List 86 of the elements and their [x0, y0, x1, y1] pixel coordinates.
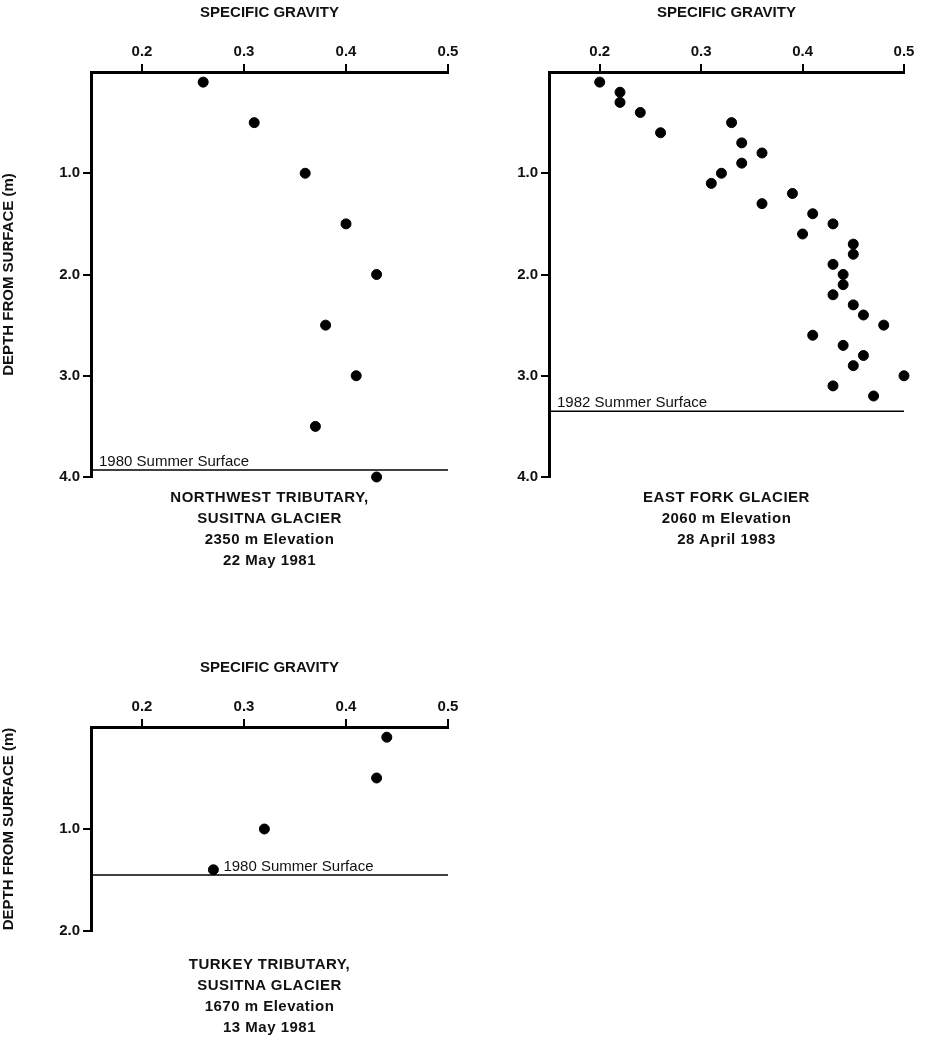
y-tick-label: 1.0 [517, 163, 538, 181]
y-tick-label: 2.0 [59, 921, 80, 939]
y-tick-label: 3.0 [517, 365, 538, 383]
point [898, 370, 910, 382]
point [715, 167, 727, 179]
x-axis-title: SPECIFIC GRAVITY [200, 658, 339, 676]
text: 2350 m Elevation [203, 529, 336, 549]
text: 2060 m Elevation [660, 508, 793, 528]
point [837, 269, 849, 280]
y-tick-label: 4.0 [517, 467, 538, 485]
y-tick-label: 1.0 [59, 163, 80, 181]
x-tick-label: 0.2 [589, 42, 611, 60]
point [786, 188, 798, 199]
point [381, 731, 393, 743]
point [868, 390, 880, 402]
ref-line-label: 1980 Summer Surface [223, 856, 374, 874]
point [807, 208, 819, 220]
point [350, 370, 362, 382]
point [857, 350, 869, 361]
point [756, 198, 768, 210]
x-tick-label: 0.2 [131, 697, 153, 715]
point [614, 96, 626, 108]
point [340, 218, 352, 230]
text: 28 April 1983 [676, 529, 777, 549]
point [827, 289, 839, 301]
point [320, 319, 332, 331]
point [371, 269, 383, 280]
point [827, 218, 839, 230]
point [371, 772, 383, 784]
y-tick-label: 1.0 [59, 819, 80, 837]
x-tick-label: 0.4 [335, 42, 358, 60]
y-tick-label: 2.0 [517, 264, 538, 282]
x-axis-title: SPECIFIC GRAVITY [657, 3, 796, 21]
text: 22 May 1981 [221, 550, 318, 570]
y-tick-label: 3.0 [59, 365, 80, 383]
point [248, 117, 260, 129]
point [847, 248, 859, 260]
x-axis-title: SPECIFIC GRAVITY [200, 3, 339, 21]
text: NORTHWEST TRIBUTARY, [169, 487, 370, 507]
point [726, 117, 738, 129]
point [614, 86, 626, 98]
point [797, 228, 809, 240]
x-tick-label: 0.3 [690, 42, 712, 60]
x-tick-label: 0.3 [233, 697, 255, 715]
point [756, 147, 768, 159]
point [371, 471, 383, 483]
text: TURKEY TRIBUTARY, [187, 954, 352, 974]
point [705, 177, 717, 189]
y-axis-title: DEPTH FROM SURFACE (m) [0, 173, 17, 376]
point [594, 76, 606, 88]
x-tick-label: 0.4 [335, 697, 358, 715]
point [827, 380, 839, 392]
point [847, 299, 859, 311]
x-tick-label: 0.5 [437, 697, 459, 715]
y-axis-title: DEPTH FROM SURFACE (m) [0, 727, 17, 931]
point [736, 157, 748, 169]
point [837, 279, 849, 291]
point [837, 339, 849, 351]
point [878, 319, 890, 331]
point [847, 238, 859, 250]
point [207, 864, 219, 876]
x-tick-label: 0.5 [893, 42, 915, 60]
point [655, 127, 667, 139]
point [258, 823, 270, 835]
x-tick-label: 0.4 [792, 42, 814, 60]
point [634, 107, 646, 118]
text: 13 May 1981 [221, 1017, 318, 1037]
point [309, 420, 321, 432]
text: 1670 m Elevation [203, 996, 336, 1016]
point [736, 137, 748, 149]
point [299, 167, 311, 179]
point [197, 76, 209, 88]
ref-line-label: 1982 Summer Surface [557, 393, 708, 411]
point [827, 258, 839, 270]
y-tick-label: 4.0 [59, 467, 80, 485]
ref-line-label: 1980 Summer Surface [99, 451, 250, 469]
point [847, 360, 859, 372]
text: SUSITNA GLACIER [196, 508, 343, 528]
point [857, 309, 869, 321]
text: EAST FORK GLACIER [642, 487, 811, 507]
y-tick-label: 2.0 [59, 264, 80, 282]
x-tick-label: 0.3 [233, 42, 255, 60]
x-tick-label: 0.5 [437, 42, 459, 60]
text: SUSITNA GLACIER [196, 975, 343, 995]
x-tick-label: 0.2 [131, 42, 153, 60]
point [807, 329, 819, 341]
